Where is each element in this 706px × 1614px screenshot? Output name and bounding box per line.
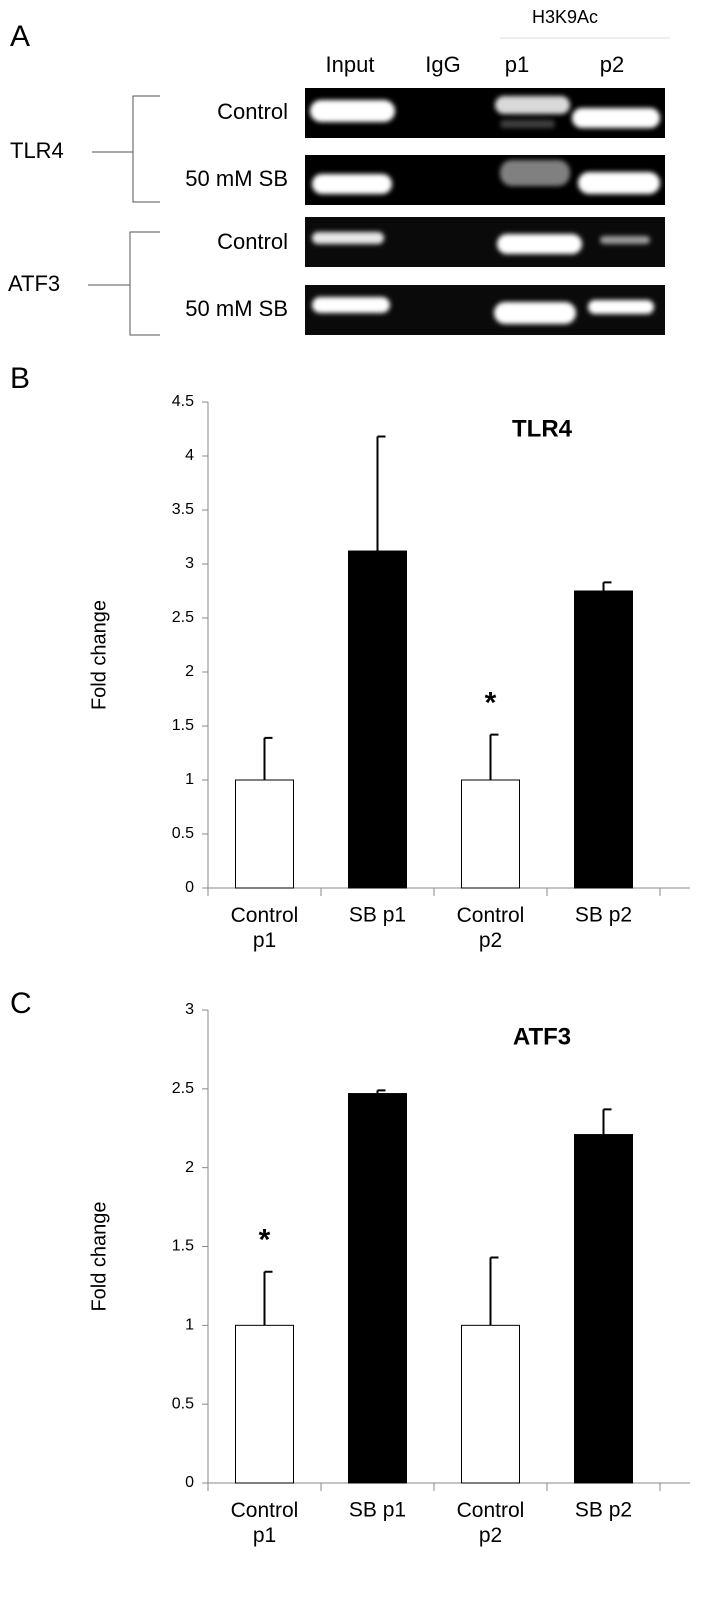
- gel-column: p2: [600, 52, 624, 77]
- y-tick-label: 3.5: [172, 501, 194, 518]
- y-tick-label: 1: [185, 771, 194, 788]
- y-tick-label: 1.5: [172, 1238, 194, 1255]
- gel-row: Control: [217, 99, 288, 124]
- x-tick-label: Control p2: [457, 1499, 525, 1547]
- x-tick-label: SB p1: [349, 904, 406, 927]
- gene-label: ATF3: [8, 271, 60, 296]
- gel-column: Input: [326, 52, 375, 77]
- panel-letter: B: [10, 362, 30, 395]
- bar: [461, 1324, 520, 1484]
- error-bar: [602, 581, 612, 591]
- panel-letter: C: [10, 987, 32, 1020]
- y-axis-label: Fold change: [88, 600, 110, 710]
- annotation: *: [259, 1224, 271, 1257]
- x-tick-label: Control p1: [231, 1499, 299, 1547]
- x-tick-label: SB p2: [575, 1499, 632, 1522]
- y-axis-label: Fold change: [88, 1201, 110, 1311]
- error-bar: [263, 1270, 273, 1326]
- gel-row: 50 mM SB: [185, 296, 288, 321]
- bar: [348, 1093, 407, 1484]
- error-bar: [263, 736, 273, 780]
- gel-row: 50 mM SB: [185, 166, 288, 191]
- bar: [348, 550, 407, 889]
- bar: [461, 779, 520, 889]
- gel-column: IgG: [425, 52, 460, 77]
- x-tick-label: Control p1: [231, 904, 299, 952]
- error-bar: [376, 435, 386, 552]
- chart-title: ATF3: [513, 1023, 571, 1050]
- chart-title: TLR4: [512, 415, 573, 442]
- annotation: *: [485, 687, 497, 720]
- bar: [574, 1134, 633, 1484]
- y-tick-label: 2.5: [172, 609, 194, 626]
- error-bar: [376, 1089, 386, 1094]
- y-tick-label: 0: [185, 1474, 194, 1491]
- error-bar: [489, 1256, 499, 1326]
- error-bar: [489, 733, 499, 780]
- y-tick-label: 4.5: [172, 393, 194, 410]
- brackets: [88, 95, 160, 336]
- y-tick-label: 1: [185, 1317, 194, 1334]
- x-tick-label: Control p2: [457, 904, 525, 952]
- y-tick-label: 2: [185, 663, 194, 680]
- y-tick-label: 2.5: [172, 1080, 194, 1097]
- bar: [235, 779, 294, 889]
- gel-column: p1: [505, 52, 529, 77]
- panel-letter: A: [10, 20, 30, 53]
- gel-strips: [305, 88, 665, 335]
- x-tick-label: SB p1: [349, 1499, 406, 1522]
- y-tick-label: 1.5: [172, 717, 194, 734]
- gene-label: TLR4: [10, 138, 64, 163]
- bar: [235, 1324, 294, 1484]
- y-tick-label: 0.5: [172, 825, 194, 842]
- y-tick-label: 2: [185, 1159, 194, 1176]
- y-tick-label: 4: [185, 447, 194, 464]
- bar: [574, 590, 633, 889]
- x-tick-label: SB p2: [575, 904, 632, 927]
- y-tick-label: 0.5: [172, 1395, 194, 1412]
- y-tick-label: 0: [185, 879, 194, 896]
- antibody-label: H3K9Ac: [532, 7, 598, 27]
- y-tick-label: 3: [185, 555, 194, 572]
- y-tick-label: 3: [185, 1001, 194, 1018]
- gel-row: Control: [217, 229, 288, 254]
- error-bar: [602, 1108, 612, 1135]
